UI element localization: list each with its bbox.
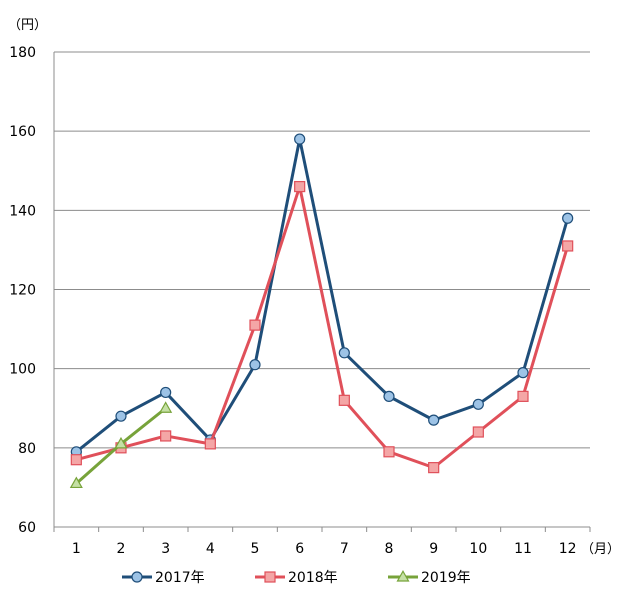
- data-point: [428, 462, 440, 474]
- y-tick-label: 60: [18, 520, 36, 536]
- data-point: [160, 386, 172, 399]
- y-tick-label: 120: [9, 283, 36, 299]
- x-tick-label: 12: [559, 541, 577, 557]
- legend-label: 2017年: [155, 570, 205, 586]
- legend: 2017年 2018年 2019年: [122, 570, 471, 586]
- legend-marker: [131, 571, 143, 583]
- data-point: [517, 367, 529, 379]
- data-point: [70, 454, 82, 466]
- x-tick-label: 2: [117, 541, 126, 557]
- series-line: [75, 137, 570, 453]
- data-point: [338, 394, 350, 406]
- series-line: [75, 185, 570, 470]
- data-point: [562, 212, 574, 224]
- data-point: [69, 476, 83, 489]
- x-axis-unit-label: （月）: [581, 542, 617, 557]
- y-tick-label: 80: [18, 441, 36, 457]
- data-point: [249, 359, 261, 371]
- x-axis-ticks: 1 2 3 4 5 6 7 8 9 10 11 12: [72, 541, 577, 557]
- data-point: [114, 436, 128, 449]
- data-point: [159, 401, 173, 413]
- x-tick-label: 1: [72, 541, 81, 557]
- data-point: [294, 180, 306, 193]
- x-tick-label: 7: [340, 541, 349, 557]
- legend-item: 2017年: [122, 570, 205, 586]
- data-point: [383, 446, 395, 458]
- data-point: [517, 390, 529, 402]
- y-tick-label: 180: [9, 45, 36, 61]
- x-tick-label: 11: [514, 541, 532, 557]
- y-tick-label: 100: [9, 362, 36, 378]
- data-point: [338, 347, 350, 359]
- data-point: [294, 133, 306, 145]
- data-point: [562, 240, 574, 252]
- legend-marker: [396, 570, 410, 582]
- y-tick-label: 140: [9, 203, 36, 219]
- legend-label: 2019年: [421, 570, 471, 586]
- data-point: [472, 398, 484, 410]
- legend-item: 2018年: [255, 570, 338, 586]
- y-axis-ticks: 60 80 100 120 140 160 180: [9, 45, 36, 536]
- data-point: [249, 319, 261, 331]
- series-2018年: [70, 180, 574, 474]
- x-tick-label: 4: [206, 541, 215, 557]
- axes: [53, 52, 591, 532]
- data-point: [115, 410, 127, 422]
- data-point: [472, 426, 484, 438]
- data-point: [428, 414, 440, 426]
- series-2017年: [70, 133, 574, 458]
- legend-marker: [264, 571, 276, 583]
- x-tick-label: 10: [469, 541, 487, 557]
- x-tick-label: 3: [161, 541, 170, 557]
- data-point: [160, 430, 172, 442]
- data-point: [383, 390, 395, 402]
- series-layer: [69, 133, 574, 489]
- data-point: [204, 438, 216, 450]
- x-tick-label: 5: [251, 541, 260, 557]
- series-2019年: [69, 401, 173, 489]
- legend-item: 2019年: [388, 570, 471, 586]
- y-tick-label: 160: [9, 124, 36, 140]
- x-tick-label: 9: [429, 541, 438, 557]
- x-tick-label: 6: [295, 541, 304, 557]
- x-tick-label: 8: [385, 541, 394, 557]
- y-axis-unit-label: （円）: [8, 18, 47, 33]
- legend-label: 2018年: [288, 570, 338, 586]
